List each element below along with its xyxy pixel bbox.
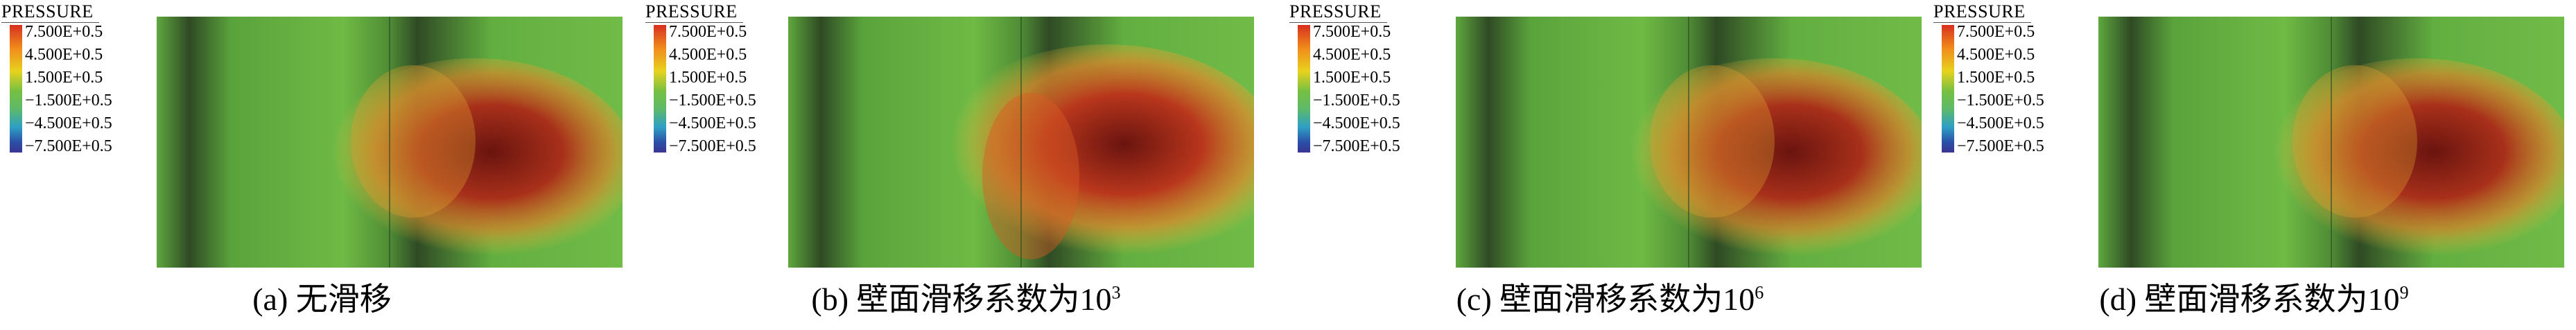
legend-tick: 1.500E+0.5 — [25, 69, 103, 87]
legend-tick: −4.500E+0.5 — [1313, 114, 1400, 132]
pressure-field-plot — [788, 17, 1254, 268]
legend-tick: −1.500E+0.5 — [1957, 92, 2044, 110]
pressure-legend: PRESSURE 7.500E+0.5 4.500E+0.5 1.500E+0.… — [1288, 0, 1441, 159]
legend-colorbar — [1942, 25, 1954, 153]
legend-title: PRESSURE — [1933, 1, 2031, 23]
caption-exponent: 6 — [1755, 282, 1764, 303]
legend-tick: 1.500E+0.5 — [669, 69, 747, 87]
legend-tick: −7.500E+0.5 — [1313, 137, 1400, 155]
legend-tick: 7.500E+0.5 — [669, 23, 747, 41]
legend-tick: 7.500E+0.5 — [25, 23, 103, 41]
caption-text: (c) 壁面滑移系数为10 — [1456, 281, 1755, 317]
panel-a: PRESSURE 7.500E+0.5 4.500E+0.5 1.500E+0.… — [0, 0, 644, 330]
legend-tick: −4.500E+0.5 — [669, 114, 756, 132]
panel-c: PRESSURE 7.500E+0.5 4.500E+0.5 1.500E+0.… — [1288, 0, 1932, 330]
pressure-field-plot — [1456, 17, 1922, 268]
caption-text: (d) 壁面滑移系数为10 — [2099, 281, 2400, 317]
legend-tick: 4.500E+0.5 — [1313, 46, 1391, 64]
pressure-field-image — [157, 17, 623, 268]
panel-caption: (b) 壁面滑移系数为103 — [644, 281, 1288, 318]
caption-exponent: 3 — [1111, 282, 1121, 303]
legend-tick: 4.500E+0.5 — [1957, 46, 2035, 64]
panel-b: PRESSURE 7.500E+0.5 4.500E+0.5 1.500E+0.… — [644, 0, 1288, 330]
pressure-field-plot — [2098, 17, 2564, 268]
panel-d: PRESSURE 7.500E+0.5 4.500E+0.5 1.500E+0.… — [1932, 0, 2576, 330]
pressure-field-image — [788, 17, 1254, 268]
pressure-legend: PRESSURE 7.500E+0.5 4.500E+0.5 1.500E+0.… — [0, 0, 153, 159]
legend-tick: −7.500E+0.5 — [1957, 137, 2044, 155]
legend-title: PRESSURE — [1289, 1, 1387, 23]
pressure-field-image — [2098, 17, 2564, 268]
caption-text: (b) 壁面滑移系数为10 — [811, 281, 1112, 317]
legend-tick: −4.500E+0.5 — [25, 114, 112, 132]
legend-title: PRESSURE — [1, 1, 99, 23]
pressure-field-image — [1456, 17, 1922, 268]
panel-caption: (d) 壁面滑移系数为109 — [1932, 281, 2576, 318]
legend-tick: −1.500E+0.5 — [1313, 92, 1400, 110]
legend-tick: 7.500E+0.5 — [1957, 23, 2035, 41]
legend-tick: 7.500E+0.5 — [1313, 23, 1391, 41]
caption-exponent: 9 — [2399, 282, 2409, 303]
legend-tick: −1.500E+0.5 — [669, 92, 756, 110]
legend-tick: 1.500E+0.5 — [1957, 69, 2035, 87]
legend-tick: 4.500E+0.5 — [25, 46, 103, 64]
panel-caption: (a) 无滑移 — [0, 281, 644, 318]
legend-title: PRESSURE — [645, 1, 743, 23]
pressure-legend: PRESSURE 7.500E+0.5 4.500E+0.5 1.500E+0.… — [1932, 0, 2085, 159]
caption-text: (a) 无滑移 — [252, 281, 392, 317]
legend-colorbar — [654, 25, 666, 153]
legend-tick: −7.500E+0.5 — [25, 137, 112, 155]
pressure-field-plot — [157, 17, 623, 268]
pressure-legend: PRESSURE 7.500E+0.5 4.500E+0.5 1.500E+0.… — [644, 0, 797, 159]
legend-tick: 4.500E+0.5 — [669, 46, 747, 64]
legend-colorbar — [1298, 25, 1310, 153]
legend-tick: −7.500E+0.5 — [669, 137, 756, 155]
legend-colorbar — [10, 25, 22, 153]
legend-tick: −4.500E+0.5 — [1957, 114, 2044, 132]
panel-caption: (c) 壁面滑移系数为106 — [1288, 281, 1932, 318]
legend-tick: 1.500E+0.5 — [1313, 69, 1391, 87]
legend-tick: −1.500E+0.5 — [25, 92, 112, 110]
